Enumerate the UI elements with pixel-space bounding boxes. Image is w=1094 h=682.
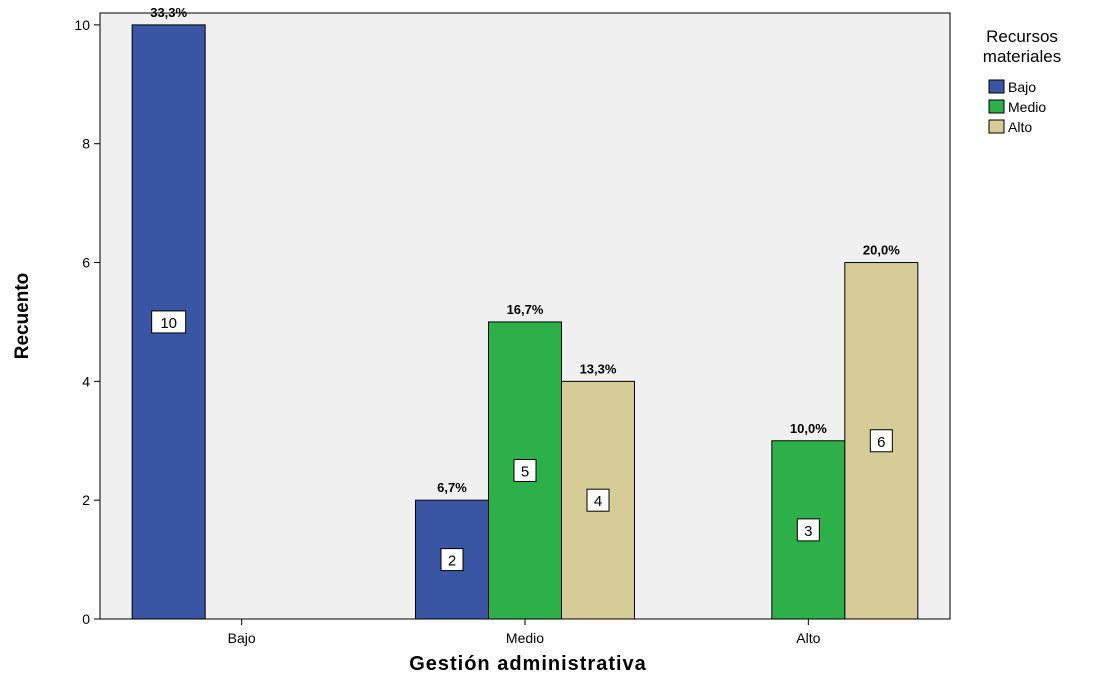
count-label-alto-1: 4 — [594, 493, 602, 510]
y-tick-label-2: 4 — [82, 373, 90, 389]
legend-title-line-2: materiales — [983, 47, 1061, 66]
count-box-bajo-1 — [440, 548, 464, 572]
y-tick-label-1: 2 — [82, 492, 90, 508]
percent-label-alto-2: 20,0% — [863, 243, 900, 258]
legend-items: Bajo Medio Alto — [988, 79, 1046, 135]
legend-label-bajo: Bajo — [1008, 79, 1036, 95]
legend-swatch-bajo — [988, 79, 1005, 94]
y-tick-label-4: 8 — [82, 136, 90, 152]
count-labels: 10 2 5 3 4 6 — [151, 310, 893, 572]
legend-label-alto: Alto — [1008, 119, 1032, 135]
percent-label-bajo-1: 6,7% — [437, 480, 467, 495]
percent-label-medio-1: 16,7% — [507, 302, 544, 317]
percent-label-bajo-0: 33,3% — [150, 5, 187, 20]
count-box-medio-1 — [513, 458, 537, 482]
y-tick-label-0: 0 — [82, 611, 90, 627]
count-box-alto-2 — [869, 429, 893, 453]
count-box-bajo-0 — [151, 310, 187, 334]
percent-labels: 33,3% 6,7% 16,7% 10,0% 13,3% 20,0% — [150, 5, 900, 495]
x-axis-title: Gestión administrativa — [409, 653, 647, 675]
y-tick-label-3: 6 — [82, 255, 90, 271]
bar-medio-alto — [771, 440, 846, 620]
count-box-medio-2 — [796, 518, 820, 542]
y-axis: 0 2 4 6 8 10 — [74, 17, 100, 627]
count-label-medio-2: 3 — [804, 523, 812, 540]
legend-title-line-1: Recursos — [986, 27, 1058, 46]
count-box-alto-1 — [586, 488, 610, 512]
percent-label-medio-2: 10,0% — [790, 421, 827, 436]
legend-label-medio: Medio — [1008, 99, 1046, 115]
x-tick-label-2: Alto — [796, 630, 820, 646]
percent-label-alto-1: 13,3% — [580, 361, 617, 376]
x-tick-label-0: Bajo — [228, 630, 256, 646]
y-axis-title: Recuento — [12, 273, 33, 360]
count-label-bajo-0: 10 — [160, 315, 177, 332]
legend-swatch-alto — [988, 119, 1005, 134]
count-label-bajo-1: 2 — [448, 553, 456, 570]
x-axis: Bajo Medio Alto — [228, 619, 821, 646]
legend: Recursos materiales Bajo Medio Alto — [983, 27, 1061, 135]
count-label-medio-1: 5 — [521, 463, 529, 480]
x-tick-label-1: Medio — [506, 630, 544, 646]
y-tick-label-5: 10 — [74, 17, 90, 33]
count-label-alto-2: 6 — [877, 434, 885, 451]
legend-swatch-medio — [988, 99, 1005, 114]
